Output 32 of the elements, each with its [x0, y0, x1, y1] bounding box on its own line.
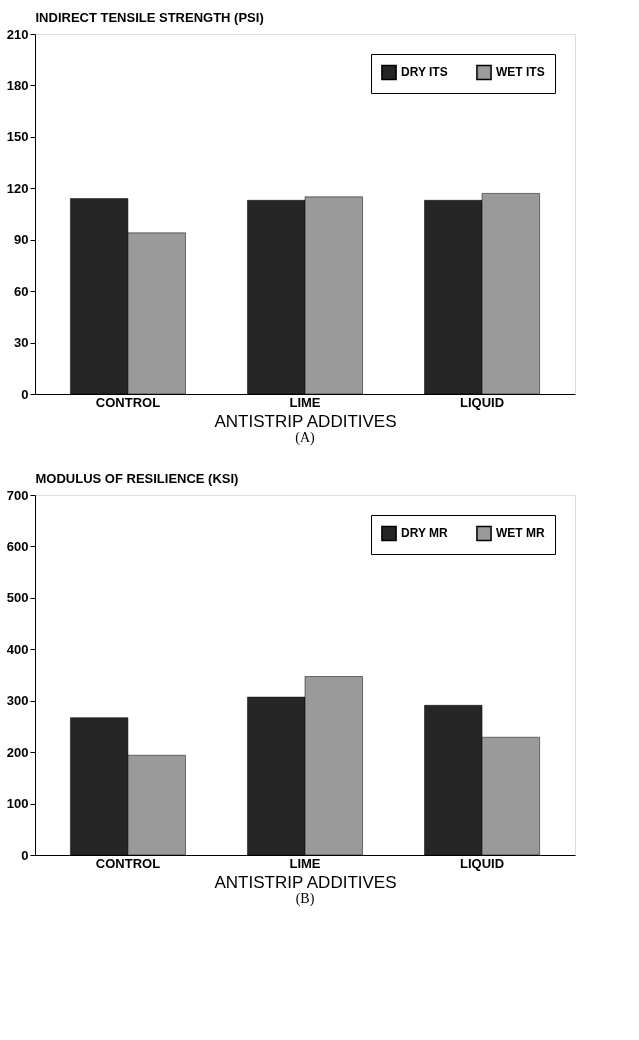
- y-axis-title: MODULUS OF RESILIENCE (KSI): [35, 470, 239, 486]
- text: (B): [295, 891, 315, 907]
- legend-label: WET ITS: [496, 65, 545, 80]
- y-tick-label: 120: [6, 180, 29, 196]
- y-tick-label: 0: [21, 386, 29, 402]
- x-tick-label: CONTROL: [95, 855, 161, 871]
- y-axis-title: INDIRECT TENSILE STRENGTH (PSI): [35, 9, 264, 25]
- y-tick-label: 700: [6, 487, 29, 503]
- text: (A): [295, 430, 316, 446]
- y-tick-label: 600: [6, 538, 29, 554]
- y-tick-label: 0: [21, 847, 29, 863]
- y-tick-label: 200: [6, 744, 29, 760]
- x-tick-label: CONTROL: [95, 394, 161, 410]
- y-tick-label: 400: [6, 641, 29, 657]
- x-axis-title: ANTISTRIP ADDITIVES: [214, 872, 397, 892]
- x-tick-label: LIQUID: [460, 394, 505, 410]
- y-tick-label: 90: [14, 232, 29, 248]
- y-tick-label: 180: [6, 77, 29, 93]
- y-tick-label: 150: [6, 129, 29, 145]
- legend-label: DRY MR: [401, 526, 448, 541]
- y-tick-label: 30: [14, 335, 29, 351]
- x-tick-label: LIME: [289, 855, 321, 871]
- legend-label: WET MR: [496, 526, 545, 541]
- y-tick-label: 60: [14, 283, 29, 299]
- legend-label: DRY ITS: [401, 65, 448, 80]
- y-tick-label: 210: [6, 26, 29, 42]
- x-tick-label: LIQUID: [460, 855, 505, 871]
- x-tick-label: LIME: [289, 394, 321, 410]
- y-tick-label: 500: [6, 590, 29, 606]
- x-axis-title: ANTISTRIP ADDITIVES: [214, 411, 397, 431]
- y-tick-label: 300: [6, 693, 29, 709]
- y-tick-label: 100: [6, 796, 29, 812]
